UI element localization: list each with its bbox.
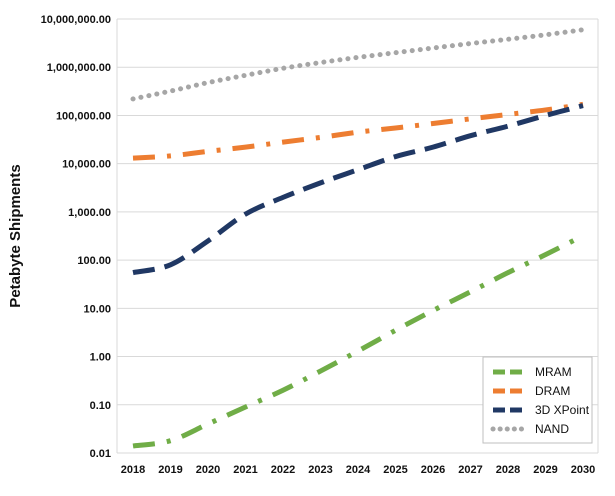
legend-label: DRAM <box>535 384 570 398</box>
x-tick-label: 2019 <box>158 464 182 476</box>
y-tick-label: 0.10 <box>90 400 111 412</box>
x-tick-label: 2024 <box>346 464 371 476</box>
legend-label: MRAM <box>535 365 572 379</box>
x-tick-label: 2028 <box>496 464 520 476</box>
y-axis-label: Petabyte Shipments <box>7 164 24 307</box>
x-tick-label: 2021 <box>233 464 257 476</box>
series-line-nand <box>130 27 586 102</box>
y-tick-label: 1,000,000.00 <box>47 62 111 74</box>
y-tick-label: 10.00 <box>83 303 111 315</box>
x-tick-label: 2020 <box>196 464 220 476</box>
x-tick-label: 2030 <box>571 464 595 476</box>
x-tick-label: 2027 <box>458 464 482 476</box>
series-line-3d-xpoint <box>132 103 584 276</box>
x-tick-label: 2029 <box>533 464 557 476</box>
y-axis-ticks: 0.01 0.10 1.00 10.00 100.00 1,000.00 10,000.00… <box>41 14 111 460</box>
y-tick-label: 1.00 <box>90 352 111 364</box>
y-tick-label: 10,000,000.00 <box>41 14 111 26</box>
y-tick-label: 100.00 <box>77 255 111 267</box>
x-tick-label: 2018 <box>121 464 145 476</box>
x-tick-label: 2023 <box>308 464 332 476</box>
gridlines <box>116 18 599 454</box>
y-tick-label: 1,000.00 <box>68 207 111 219</box>
x-axis-ticks: 2018 2019 2020 2021 2022 2023 2024 2025 2026 2027… <box>121 464 595 476</box>
legend-label: 3D XPoint <box>535 403 590 417</box>
series-lines <box>130 27 586 449</box>
x-tick-label: 2022 <box>271 464 295 476</box>
series-line-mram <box>132 233 585 449</box>
y-tick-label: 10,000.00 <box>62 159 111 171</box>
x-tick-label: 2025 <box>383 464 407 476</box>
legend-label: NAND <box>535 422 569 436</box>
legend: MRAM DRAM 3D XPoint NAND <box>482 356 593 444</box>
y-tick-label: 100,000.00 <box>56 110 111 122</box>
x-tick-label: 2026 <box>421 464 445 476</box>
y-tick-label: 0.01 <box>90 448 111 460</box>
